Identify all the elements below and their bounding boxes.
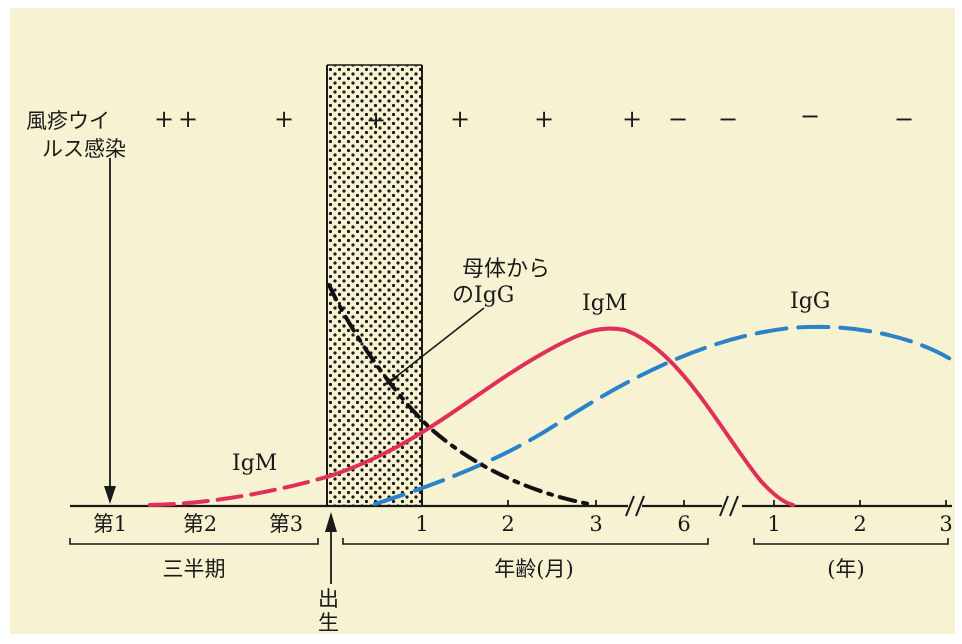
- month-tick-label: 6: [677, 512, 690, 536]
- axis-break-months: [625, 495, 645, 517]
- igm-peak-label: IgM: [582, 291, 627, 316]
- years-bracket: [753, 538, 949, 545]
- igg-peak-label: IgG: [790, 289, 830, 314]
- trimester-tick-label: 第2: [183, 512, 217, 536]
- axis-break-years: [719, 495, 739, 517]
- infection-label-line2: ルス感染: [42, 137, 126, 161]
- trimester-tick-label: 第1: [93, 512, 127, 536]
- axis-ticks: [421, 500, 947, 506]
- maternal-igg-leader-tick: [385, 374, 399, 386]
- trimester-bracket: [69, 538, 319, 545]
- year-group-label: (年): [827, 557, 864, 581]
- month-tick-label: 2: [501, 512, 514, 536]
- month-tick-label: 1: [415, 512, 428, 536]
- month-tick-label: 3: [589, 512, 602, 536]
- infection-label-line1: 風疹ウイ: [26, 109, 110, 133]
- igg-curve: [373, 324, 954, 506]
- year-tick-label: 1: [767, 512, 780, 536]
- igm-curve: [328, 326, 795, 507]
- birth-label-line2: 生: [318, 611, 339, 635]
- virus-sign: −: [668, 105, 688, 133]
- up-arrow-icon: [325, 512, 337, 584]
- virus-sign: +: [450, 105, 470, 133]
- igm-fetal-label: IgM: [232, 451, 277, 476]
- maternal-igg-curve: [327, 283, 596, 507]
- trimester-group-label: 三半期: [163, 557, 226, 581]
- paper-background: [10, 8, 955, 634]
- virus-sign: +: [622, 105, 642, 133]
- down-arrow-icon: [104, 158, 116, 504]
- virus-sign: −: [800, 102, 820, 130]
- maternal-igg-leader-line: [391, 307, 485, 381]
- virus-sign: +: [366, 106, 386, 134]
- virus-sign: +: [154, 105, 174, 133]
- virus-sign: +: [534, 105, 554, 133]
- neonatal-period-band: [327, 65, 422, 506]
- maternal-igg-label-line1: 母体から: [462, 257, 550, 282]
- igm-curve-fetal-dashed: [148, 474, 332, 507]
- year-tick-label: 2: [853, 512, 866, 536]
- months-bracket: [342, 538, 709, 545]
- virus-sign: +: [274, 105, 294, 133]
- year-tick-label: 3: [939, 512, 952, 536]
- month-group-label: 年齢(月): [494, 557, 573, 581]
- virus-sign: −: [894, 105, 914, 133]
- virus-sign: −: [718, 105, 738, 133]
- birth-label-line1: 出: [318, 587, 339, 611]
- trimester-tick-label: 第3: [269, 512, 303, 536]
- virus-sign: +: [178, 105, 198, 133]
- maternal-igg-label-line2: のIgG: [452, 283, 514, 308]
